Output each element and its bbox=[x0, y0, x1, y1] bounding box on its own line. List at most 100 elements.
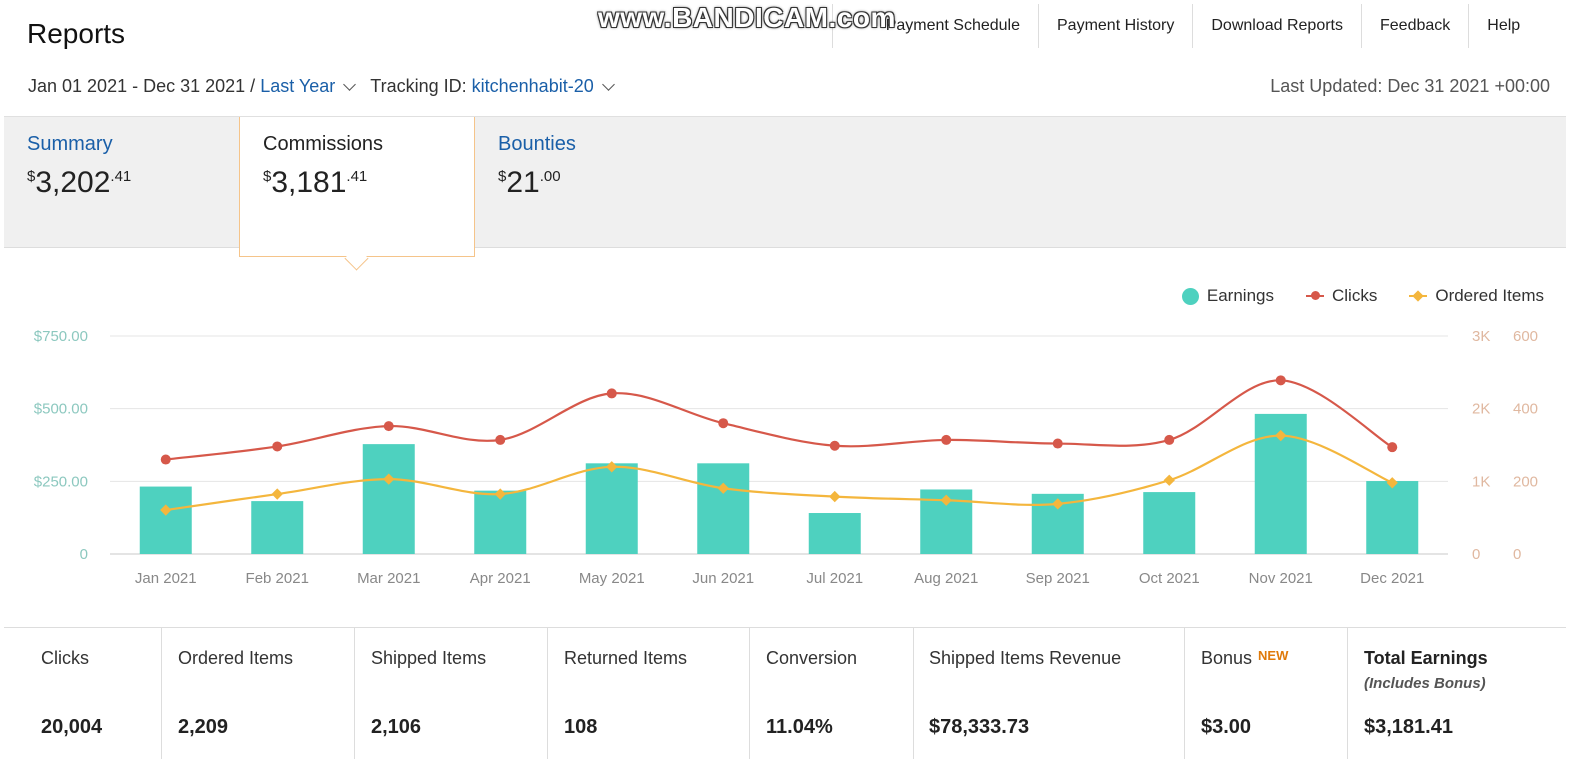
stat-value: 2,106 bbox=[371, 716, 422, 738]
tab-summary-label[interactable]: Summary bbox=[27, 133, 113, 155]
stat-clicks: Clicks 20,004 bbox=[4, 628, 162, 759]
tab-bounties-amount: $ 21 .00 bbox=[498, 166, 688, 200]
currency-symbol: $ bbox=[27, 168, 36, 185]
legend-earnings-label: Earnings bbox=[1206, 286, 1274, 305]
tab-commissions-label[interactable]: Commissions bbox=[263, 133, 384, 155]
nav-feedback[interactable]: Feedback bbox=[1361, 4, 1469, 48]
x-axis-tick-label: Oct 2021 bbox=[1139, 570, 1200, 587]
clicks-line bbox=[165, 379, 1393, 461]
x-axis-tick-label: May 2021 bbox=[579, 570, 645, 587]
x-axis-tick-label: Feb 2021 bbox=[246, 570, 309, 587]
tab-bounties-label[interactable]: Bounties bbox=[498, 133, 576, 155]
legend-clicks[interactable]: Clicks bbox=[1306, 286, 1377, 306]
last-updated: Last Updated: Dec 31 2021 +00:00 bbox=[1270, 76, 1550, 96]
x-axis-tick-label: Jan 2021 bbox=[135, 570, 197, 587]
nav-payment-schedule[interactable]: Payment Schedule bbox=[832, 4, 1038, 48]
x-axis-tick-label: Sep 2021 bbox=[1026, 570, 1090, 587]
x-axis-tick-label: Aug 2021 bbox=[914, 570, 978, 587]
ordered-items-line bbox=[165, 434, 1393, 512]
tab-commissions[interactable]: Commissions $ 3,181 .41 bbox=[239, 117, 475, 257]
clicks-point bbox=[829, 440, 840, 451]
left-axis-tick-label: $250.00 bbox=[34, 473, 88, 490]
stat-label: Clicks bbox=[41, 648, 89, 668]
stat-value: 11.04% bbox=[766, 716, 833, 738]
clicks-point bbox=[383, 421, 394, 432]
right-axis-clicks-tick-label: 2K bbox=[1472, 401, 1490, 418]
ordered-items-point bbox=[1163, 474, 1175, 486]
clicks-point bbox=[606, 388, 617, 399]
page-title: Reports bbox=[27, 18, 126, 49]
stat-value: $78,333.73 bbox=[929, 716, 1030, 738]
bonus-label: Bonus bbox=[1201, 648, 1253, 668]
tracking-label: Tracking ID: bbox=[370, 76, 467, 96]
amount-whole: 21 bbox=[506, 166, 540, 199]
right-axis-clicks-tick-label: 0 bbox=[1472, 546, 1480, 563]
clicks-point bbox=[1164, 434, 1175, 445]
nav-payment-history[interactable]: Payment History bbox=[1038, 4, 1193, 48]
ordered-items-point bbox=[606, 461, 618, 473]
stat-value: $3,181.41 bbox=[1364, 716, 1453, 738]
earnings-bar bbox=[1366, 481, 1419, 554]
legend-clicks-label: Clicks bbox=[1332, 286, 1378, 305]
earnings-bar bbox=[808, 513, 861, 554]
recorder-watermark: www.BANDICAM.com bbox=[598, 2, 896, 33]
legend-ordered-items[interactable]: Ordered Items bbox=[1409, 286, 1544, 306]
stat-shipped-items-revenue: Shipped Items Revenue $78,333.73 bbox=[914, 628, 1185, 759]
ordered-items-marker-icon bbox=[1409, 295, 1428, 297]
earnings-bar bbox=[474, 490, 527, 554]
left-axis-tick-label: $500.00 bbox=[34, 401, 88, 418]
earnings-bar bbox=[251, 501, 304, 554]
ordered-items-point bbox=[829, 490, 841, 503]
left-axis-tick-label: 0 bbox=[80, 546, 88, 563]
filter-row: Jan 01 2021 - Dec 31 2021 / Last Year Tr… bbox=[28, 76, 629, 97]
new-badge: NEW bbox=[1258, 648, 1289, 663]
nav-download-reports[interactable]: Download Reports bbox=[1192, 4, 1361, 48]
clicks-point bbox=[1275, 375, 1286, 386]
clicks-point bbox=[495, 434, 506, 445]
stat-bonus: Bonus NEW $3.00 bbox=[1185, 628, 1348, 759]
amount-cents: .41 bbox=[110, 168, 132, 185]
amount-whole: 3,202 bbox=[35, 166, 111, 199]
tracking-id-dropdown[interactable]: kitchenhabit-20 bbox=[471, 76, 594, 96]
x-axis-tick-label: Jul 2021 bbox=[806, 570, 863, 587]
stat-sublabel: (Includes Bonus) bbox=[1364, 675, 1486, 692]
earnings-bar bbox=[139, 486, 192, 554]
tab-summary[interactable]: Summary $ 3,202 .41 bbox=[4, 117, 239, 249]
stat-label: Total Earnings bbox=[1364, 648, 1488, 668]
chevron-down-icon[interactable] bbox=[343, 78, 357, 91]
tab-commissions-amount: $ 3,181 .41 bbox=[263, 166, 451, 200]
currency-symbol: $ bbox=[498, 168, 507, 185]
right-axis-clicks-tick-label: 1K bbox=[1472, 473, 1490, 490]
ordered-items-point bbox=[271, 488, 283, 500]
stat-label: Shipped Items bbox=[371, 648, 487, 668]
nav-help[interactable]: Help bbox=[1468, 4, 1539, 48]
clicks-point bbox=[1387, 442, 1398, 453]
stat-conversion: Conversion 11.04% bbox=[750, 628, 914, 759]
clicks-point bbox=[1052, 438, 1063, 449]
right-axis-clicks-tick-label: 3K bbox=[1472, 328, 1490, 345]
chart-legend: Earnings Clicks Ordered Items bbox=[1150, 286, 1544, 306]
x-axis-tick-label: Apr 2021 bbox=[470, 570, 531, 587]
top-nav: Payment Schedule Payment History Downloa… bbox=[832, 4, 1539, 48]
earnings-bar bbox=[697, 463, 750, 554]
legend-earnings[interactable]: Earnings bbox=[1181, 286, 1274, 306]
currency-symbol: $ bbox=[263, 168, 272, 185]
period-dropdown[interactable]: Last Year bbox=[260, 76, 336, 96]
earnings-bar bbox=[585, 463, 638, 554]
earnings-marker-icon bbox=[1181, 287, 1199, 305]
stat-value: 2,209 bbox=[178, 716, 229, 738]
stat-returned-items: Returned Items 108 bbox=[548, 628, 750, 759]
stat-value: 20,004 bbox=[41, 716, 103, 738]
ordered-items-point bbox=[1386, 477, 1398, 489]
clicks-point bbox=[160, 454, 171, 465]
right-axis-items-tick-label: 600 bbox=[1513, 328, 1538, 345]
tab-bounties[interactable]: Bounties $ 21 .00 bbox=[475, 117, 711, 249]
stat-value: 108 bbox=[564, 716, 598, 738]
right-axis-items-tick-label: 400 bbox=[1513, 401, 1538, 418]
chevron-down-icon[interactable] bbox=[601, 78, 615, 91]
stat-shipped-items: Shipped Items 2,106 bbox=[355, 628, 548, 759]
amount-cents: .00 bbox=[539, 168, 561, 185]
x-axis-tick-label: Dec 2021 bbox=[1360, 570, 1424, 587]
amount-whole: 3,181 bbox=[271, 166, 347, 199]
x-axis-tick-label: Nov 2021 bbox=[1249, 570, 1313, 587]
